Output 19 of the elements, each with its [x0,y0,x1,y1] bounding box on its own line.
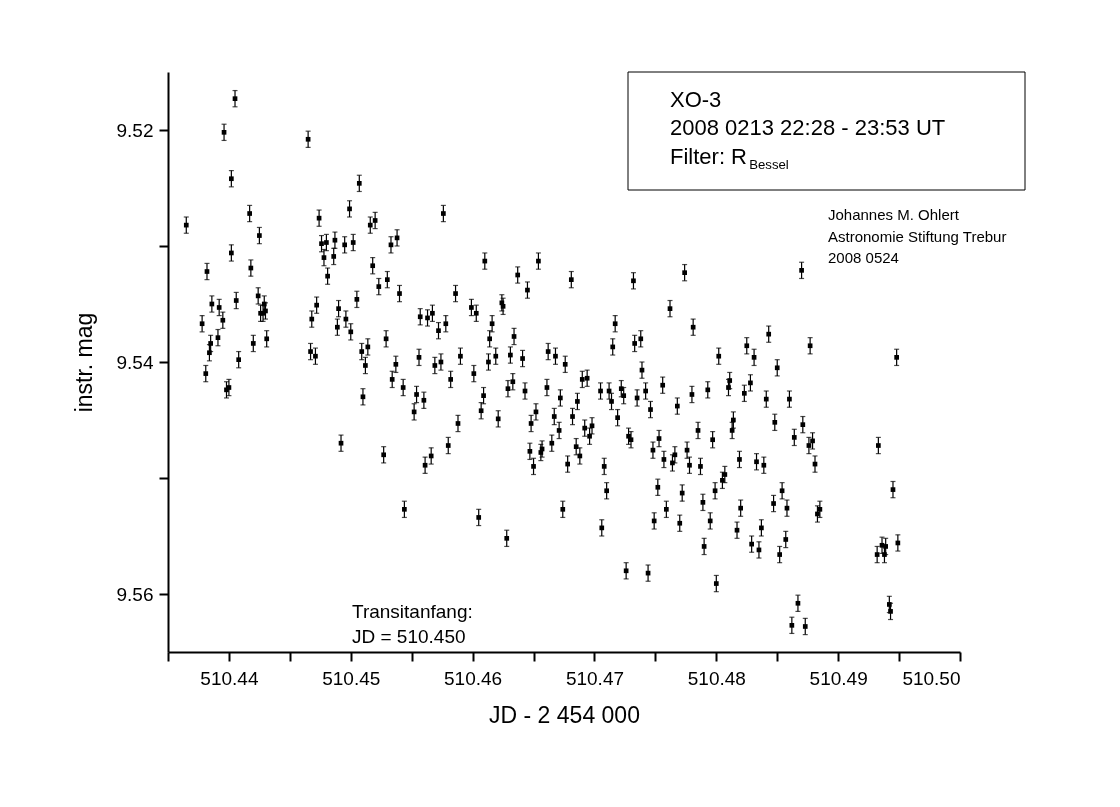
annotation: Johannes M. Ohlert [828,206,960,223]
x-axis-title: JD - 2 454 000 [489,701,640,728]
x-tick-label: 510.44 [200,667,259,689]
y-axis-title: instr. mag [70,312,97,413]
x-tick-label: 510.50 [902,667,961,689]
annotation: Astronomie Stiftung Trebur [828,228,1007,245]
annotation: 2008 0213 22:28 - 23:53 UT [670,115,946,140]
x-tick-label: 510.48 [687,667,746,689]
annotation: JD = 510.450 [352,626,466,647]
x-tick-label: 510.46 [444,667,503,689]
x-tick-label: 510.49 [809,667,868,689]
y-tick-label: 9.52 [116,119,154,141]
y-tick-label: 9.56 [116,583,154,605]
annotation: 2008 0524 [828,249,899,266]
y-tick-label: 9.54 [116,351,154,373]
annotation: Transitanfang: [352,601,473,622]
annotation: XO-3 [670,87,722,112]
x-tick-label: 510.45 [322,667,381,689]
x-tick-label: 510.47 [565,667,625,689]
